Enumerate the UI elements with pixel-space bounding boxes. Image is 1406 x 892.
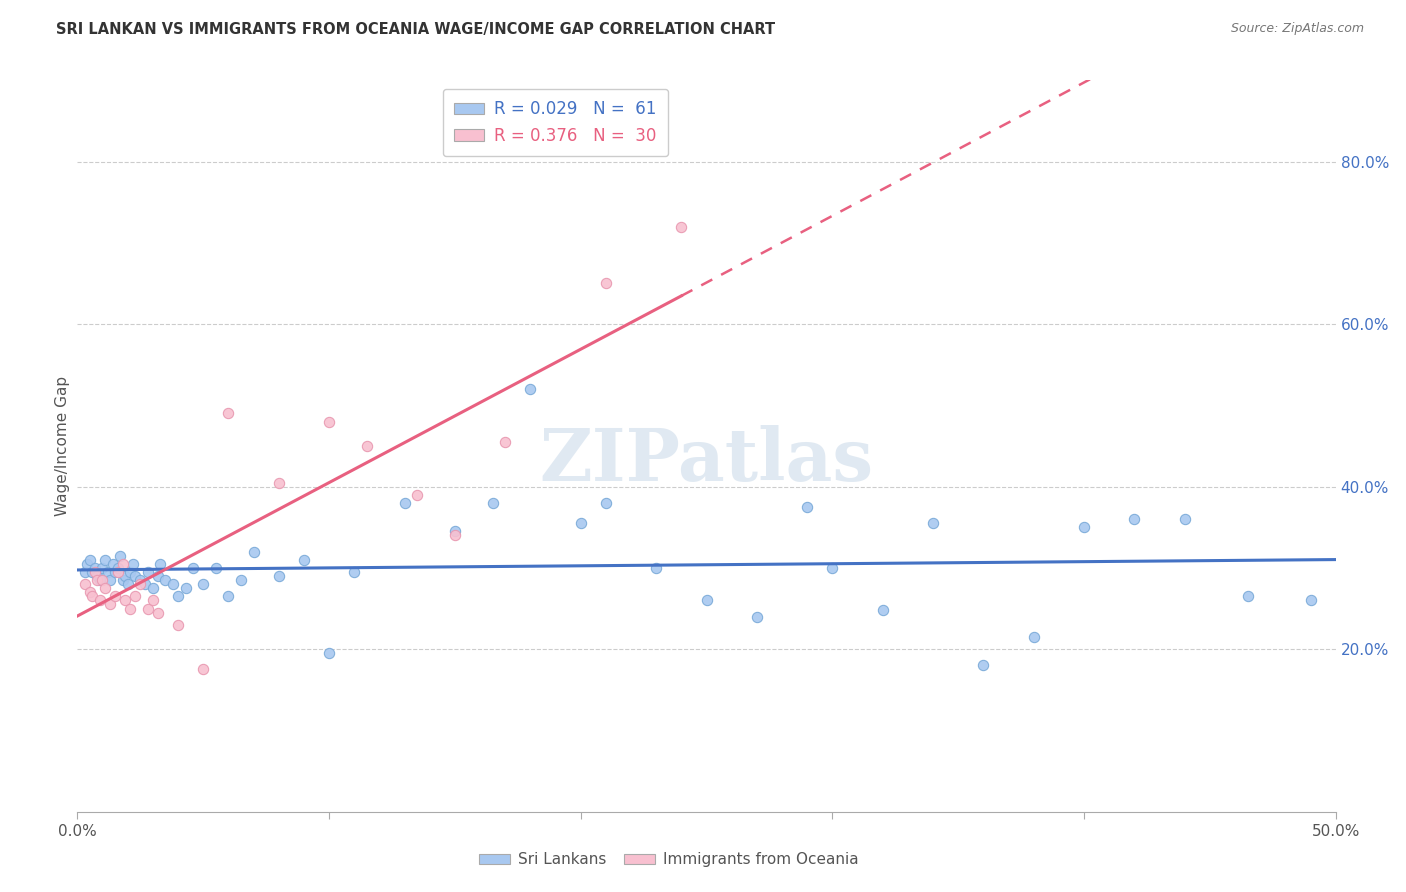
Point [79,553,101,567]
Point [76,557,98,571]
Point [86,569,108,583]
Point [149,557,172,571]
Point [174,581,197,595]
Point [162,577,184,591]
Legend: Sri Lankans, Immigrants from Oceania: Sri Lankans, Immigrants from Oceania [474,847,865,873]
Point [394,496,416,510]
Point [91,561,114,575]
Point [595,277,617,291]
Point [292,553,315,567]
Point [569,516,592,531]
Point [796,500,818,514]
Point [167,617,190,632]
Point [1174,512,1197,526]
Point [356,439,378,453]
Point [91,573,114,587]
Text: ZIPatlas: ZIPatlas [540,425,873,496]
Point [1022,630,1045,644]
Point [217,407,239,421]
Point [343,565,366,579]
Point [821,561,844,575]
Point [745,609,768,624]
Point [204,561,226,575]
Point [142,581,165,595]
Point [922,516,945,531]
Point [872,603,894,617]
Point [111,557,134,571]
Point [124,569,146,583]
Point [267,475,290,490]
Point [114,569,136,583]
Point [1299,593,1322,607]
Y-axis label: Wage/Income Gap: Wage/Income Gap [55,376,70,516]
Point [82,590,104,604]
Point [96,565,118,579]
Point [84,565,107,579]
Point [595,496,617,510]
Point [86,573,108,587]
Point [104,590,127,604]
Point [481,496,503,510]
Point [444,528,467,542]
Point [1236,590,1258,604]
Point [89,593,111,607]
Point [318,646,340,660]
Point [519,382,541,396]
Point [94,553,117,567]
Point [318,415,340,429]
Point [142,593,165,607]
Point [73,565,96,579]
Point [101,557,124,571]
Point [444,524,467,539]
Point [155,573,177,587]
Point [146,569,169,583]
Point [129,573,152,587]
Point [73,577,96,591]
Point [108,549,131,563]
Point [217,590,239,604]
Point [146,606,169,620]
Point [82,565,104,579]
Point [267,569,290,583]
Point [696,593,718,607]
Point [129,577,152,591]
Point [134,577,156,591]
Point [645,561,668,575]
Point [972,658,994,673]
Point [136,565,159,579]
Point [136,601,159,615]
Point [104,565,127,579]
Point [406,488,429,502]
Point [671,219,693,234]
Point [114,593,136,607]
Point [98,573,121,587]
Point [229,573,252,587]
Point [120,565,142,579]
Point [111,573,134,587]
Text: SRI LANKAN VS IMMIGRANTS FROM OCEANIA WAGE/INCOME GAP CORRELATION CHART: SRI LANKAN VS IMMIGRANTS FROM OCEANIA WA… [56,22,775,37]
Point [117,577,139,591]
Point [98,598,121,612]
Point [191,577,215,591]
Point [191,663,215,677]
Point [120,601,142,615]
Point [494,434,516,449]
Point [167,590,190,604]
Point [181,561,204,575]
Point [107,565,129,579]
Point [121,557,143,571]
Point [124,590,146,604]
Point [84,561,107,575]
Point [94,581,117,595]
Point [1123,512,1146,526]
Point [89,573,111,587]
Point [1073,520,1095,534]
Point [107,561,129,575]
Point [79,585,101,599]
Text: Source: ZipAtlas.com: Source: ZipAtlas.com [1230,22,1364,36]
Point [242,544,264,558]
